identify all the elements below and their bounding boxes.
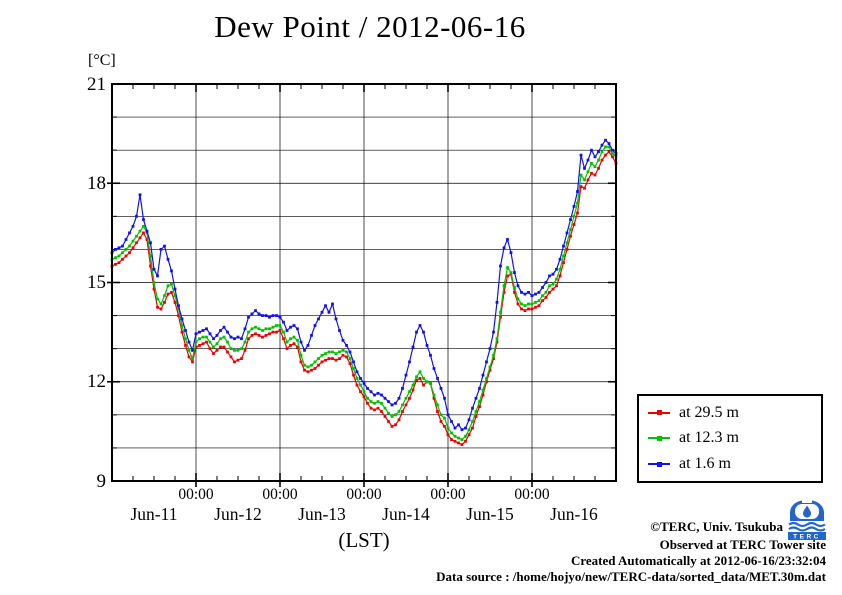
x-tick-label-midnight-4: 00:00 bbox=[430, 486, 466, 503]
legend-marker-square bbox=[656, 461, 662, 467]
legend-label: at 29.5 m bbox=[679, 403, 739, 421]
legend-box: at 29.5 m at 12.3 m at 1.6 m bbox=[637, 394, 823, 483]
legend-entry-at-1-6-m: at 1.6 m bbox=[648, 455, 821, 473]
y-axis-unit-label: [°C] bbox=[88, 52, 116, 69]
created-timestamp-text: Created Automatically at 2012-06-16/23:3… bbox=[570, 553, 826, 568]
x-tick-label-midnight-1: 00:00 bbox=[178, 486, 214, 503]
x-axis-title: (LST) bbox=[338, 528, 390, 552]
chart-title: Dew Point / 2012-06-16 bbox=[214, 9, 526, 44]
legend-marker-square bbox=[656, 435, 662, 441]
y-tick-label-21: 21 bbox=[87, 73, 106, 95]
legend-marker bbox=[648, 435, 670, 441]
legend-marker bbox=[648, 461, 670, 467]
axis-ticks bbox=[107, 84, 616, 487]
legend-label: at 1.6 m bbox=[679, 455, 731, 473]
terc-logo-text: TERC bbox=[793, 533, 821, 540]
plot-border bbox=[111, 83, 617, 482]
legend-marker-square bbox=[656, 410, 662, 416]
legend-marker bbox=[648, 410, 670, 416]
y-tick-label-12: 12 bbox=[87, 371, 106, 393]
copyright-text: ©TERC, Univ. Tsukuba bbox=[650, 519, 783, 534]
y-tick-label-18: 18 bbox=[87, 172, 106, 194]
legend-label: at 12.3 m bbox=[679, 429, 739, 447]
x-tick-label-midnight-5: 00:00 bbox=[514, 486, 550, 503]
x-day-label-jun-14: Jun-14 bbox=[382, 504, 430, 524]
legend-entry-at-29-5-m: at 29.5 m bbox=[648, 404, 821, 422]
x-day-label-jun-13: Jun-13 bbox=[298, 504, 346, 524]
series-at-1-6-m bbox=[110, 138, 618, 432]
x-day-label-jun-16: Jun-16 bbox=[550, 504, 598, 524]
y-tick-label-15: 15 bbox=[87, 272, 106, 293]
x-tick-label-midnight-2: 00:00 bbox=[262, 486, 298, 503]
x-day-label-jun-15: Jun-15 bbox=[466, 504, 514, 524]
y-tick-label-9: 9 bbox=[96, 470, 107, 492]
legend-entry-at-12-3-m: at 12.3 m bbox=[648, 429, 821, 447]
data-source-text: Data source : /home/hojyo/new/TERC-data/… bbox=[436, 569, 826, 584]
x-day-label-jun-11: Jun-11 bbox=[130, 504, 178, 524]
terc-logo: TERC bbox=[788, 500, 826, 540]
observed-site-text: Observed at TERC Tower site bbox=[659, 537, 826, 552]
x-day-label-jun-12: Jun-12 bbox=[214, 504, 262, 524]
gridlines bbox=[112, 84, 616, 481]
terc-logo-mark: TERC bbox=[788, 500, 826, 540]
x-tick-label-midnight-3: 00:00 bbox=[346, 486, 382, 503]
